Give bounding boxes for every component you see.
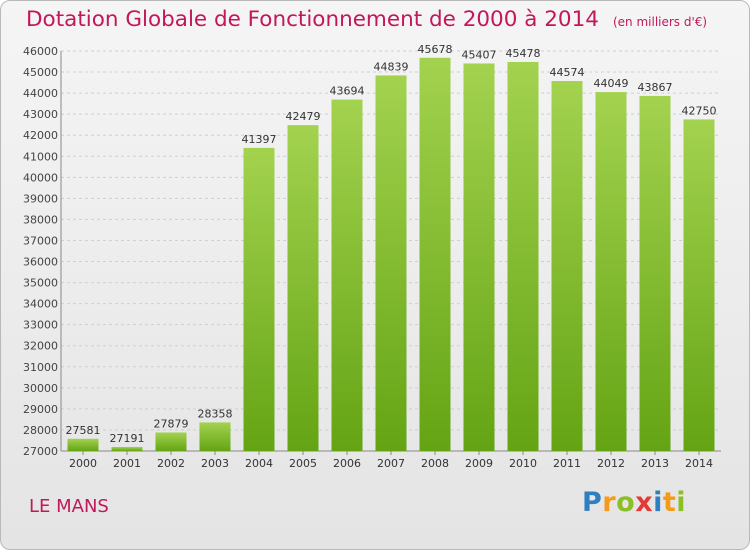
- y-tick-label: 30000: [23, 382, 58, 395]
- bar-value-label: 43867: [638, 81, 673, 94]
- bar-2014: [683, 119, 715, 451]
- x-tick-label: 2004: [245, 457, 273, 470]
- y-tick-label: 29000: [23, 403, 58, 416]
- logo-letter: i: [653, 487, 663, 518]
- bar-value-label: 27191: [110, 432, 145, 445]
- y-axis: 27000 28000 29000 30000 31000 32000 33000 34000…: [23, 45, 721, 458]
- x-axis: 2000 2001 2002 2003 2004 2005 2006 2007 2008 2009…: [69, 451, 713, 470]
- bar-2004: [243, 147, 275, 451]
- bar-2007: [375, 75, 407, 451]
- location-label: LE MANS: [29, 496, 109, 517]
- chart-title: Dotation Globale de Fonctionnement de 20…: [26, 7, 707, 32]
- bar-value-label: 44839: [374, 60, 409, 73]
- y-tick-label: 38000: [23, 213, 58, 226]
- logo-letter: x: [635, 487, 654, 518]
- logo-letter: o: [616, 487, 636, 518]
- bar-value-label: 27879: [154, 417, 189, 430]
- bar-value-label: 42750: [682, 104, 717, 117]
- logo-letter: P: [582, 487, 603, 518]
- x-tick-label: 2012: [597, 457, 625, 470]
- bar-2005: [287, 125, 319, 451]
- bar-2011: [551, 81, 583, 451]
- y-tick-label: 44000: [23, 87, 58, 100]
- y-tick-label: 35000: [23, 277, 58, 290]
- y-tick-label: 40000: [23, 171, 58, 184]
- bar-value-label: 43694: [330, 85, 365, 98]
- bar-value-label: 45678: [418, 43, 453, 56]
- bar-2009: [463, 63, 495, 451]
- bar-value-label: 45478: [506, 47, 541, 60]
- x-tick-label: 2008: [421, 457, 449, 470]
- y-tick-label: 28000: [23, 424, 58, 437]
- y-tick-label: 32000: [23, 340, 58, 353]
- bar-2001: [111, 446, 143, 451]
- bars: 27581 27191 27879 28358 41397 42479 43694 44839…: [66, 43, 717, 452]
- bar-value-label: 44049: [594, 77, 629, 90]
- logo-letter: i: [676, 487, 687, 518]
- x-tick-label: 2003: [201, 457, 229, 470]
- bar-2008: [419, 57, 451, 452]
- y-tick-label: 42000: [23, 129, 58, 142]
- bar-value-label: 44574: [550, 66, 585, 79]
- y-tick-label: 46000: [23, 45, 58, 58]
- bar-2003: [199, 422, 231, 451]
- x-tick-label: 2000: [69, 457, 97, 470]
- y-tick-label: 27000: [23, 445, 58, 458]
- logo-letter: r: [602, 487, 617, 518]
- bar-value-label: 41397: [242, 133, 277, 146]
- proxiti-logo: Proxiti: [582, 487, 686, 518]
- bar-value-label: 28358: [198, 407, 233, 420]
- x-tick-label: 2002: [157, 457, 185, 470]
- x-tick-label: 2011: [553, 457, 581, 470]
- y-tick-label: 41000: [23, 150, 58, 163]
- bar-value-label: 45407: [462, 48, 497, 61]
- bar-2000: [67, 438, 99, 451]
- x-tick-label: 2014: [685, 457, 713, 470]
- y-tick-label: 31000: [23, 361, 58, 374]
- x-tick-label: 2005: [289, 457, 317, 470]
- x-tick-label: 2013: [641, 457, 669, 470]
- y-tick-label: 37000: [23, 234, 58, 247]
- x-tick-label: 2010: [509, 457, 537, 470]
- y-tick-label: 45000: [23, 66, 58, 79]
- bar-value-label: 27581: [66, 424, 101, 437]
- y-tick-label: 43000: [23, 108, 58, 121]
- x-tick-label: 2006: [333, 457, 361, 470]
- y-tick-label: 33000: [23, 319, 58, 332]
- bar-2006: [331, 99, 363, 452]
- chart-title-text: Dotation Globale de Fonctionnement de 20…: [26, 7, 599, 32]
- bar-2012: [595, 92, 627, 452]
- bar-2002: [155, 432, 187, 451]
- chart-subtitle: (en milliers d'€): [612, 15, 708, 29]
- logo-letter: t: [662, 487, 677, 518]
- y-tick-label: 34000: [23, 298, 58, 311]
- x-tick-label: 2007: [377, 457, 405, 470]
- bar-2013: [639, 95, 671, 451]
- x-tick-label: 2009: [465, 457, 493, 470]
- y-tick-label: 36000: [23, 256, 58, 269]
- bar-value-label: 42479: [286, 110, 321, 123]
- x-tick-label: 2001: [113, 457, 141, 470]
- bar-2010: [507, 61, 539, 452]
- y-tick-label: 39000: [23, 192, 58, 205]
